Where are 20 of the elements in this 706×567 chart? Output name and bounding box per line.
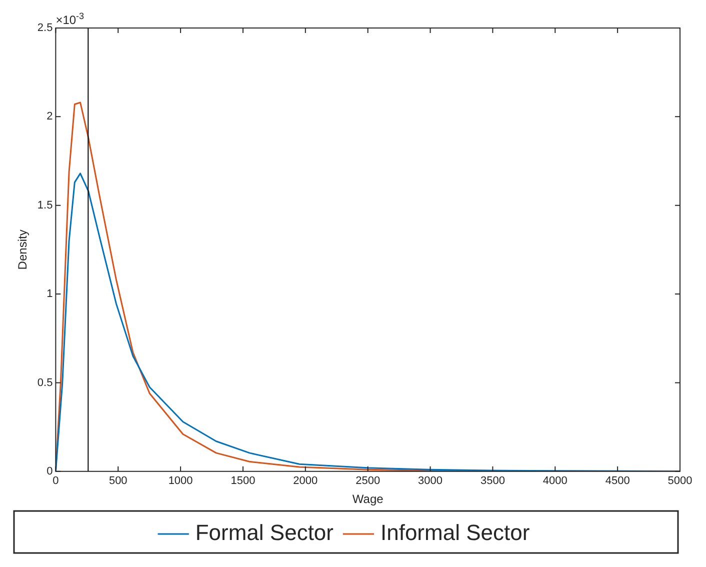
y-tick-label: 2.5: [37, 22, 53, 34]
x-tick-label: 2000: [293, 475, 318, 488]
y-tick-label: 2: [46, 110, 53, 123]
y-axis-title: Density: [16, 230, 30, 270]
x-axis-title: Wage: [352, 492, 384, 506]
y-tick-label: 0: [46, 465, 53, 478]
x-tick-label: 5000: [668, 475, 692, 488]
x-tick-label: 500: [108, 475, 128, 488]
x-tick-label: 1500: [230, 475, 256, 488]
x-tick-label: 4500: [605, 475, 630, 488]
legend-label: Informal Sector: [380, 520, 530, 546]
x-tick-label: 1000: [168, 475, 193, 488]
legend-label: Formal Sector: [195, 520, 334, 546]
y-tick-label: 1: [46, 288, 53, 300]
x-tick-label: 3500: [480, 475, 505, 488]
x-tick-label: 4000: [542, 475, 568, 488]
x-tick-label: 2500: [356, 475, 380, 488]
y-tick-label: 1.5: [37, 199, 53, 212]
y-tick-label: 0.5: [37, 376, 53, 389]
x-tick-label: 3000: [418, 475, 443, 488]
